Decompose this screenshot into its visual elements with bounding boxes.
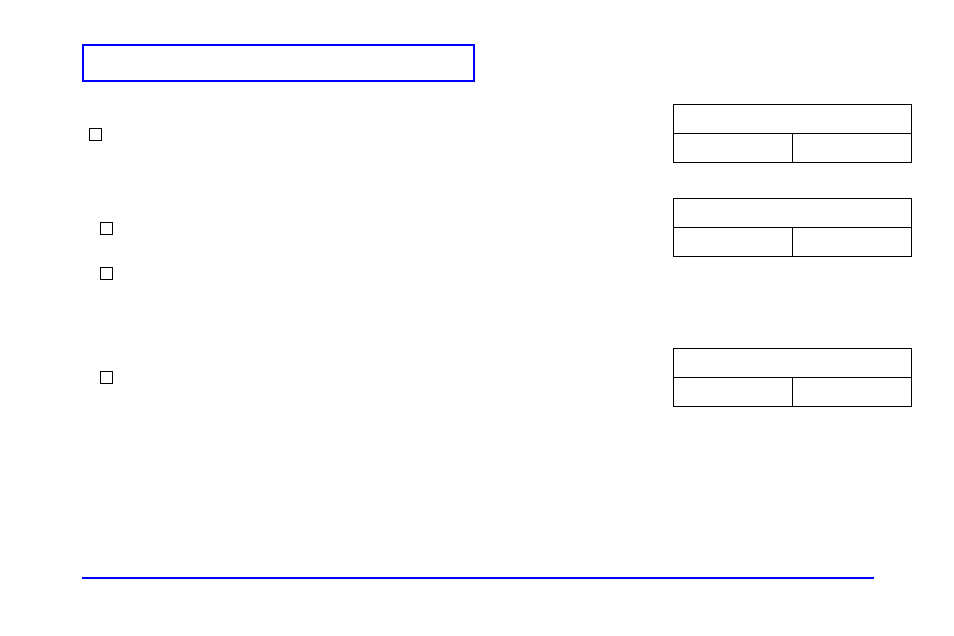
checkbox-2[interactable] — [100, 222, 113, 235]
table-2-cell-1 — [674, 228, 793, 257]
checkbox-4[interactable] — [100, 371, 113, 384]
table-1-header — [674, 105, 912, 134]
table-3-cell-1 — [674, 378, 793, 407]
table-2-cell-2 — [793, 228, 912, 257]
table-1-cell-1 — [674, 134, 793, 163]
table-2 — [673, 198, 912, 257]
table-1 — [673, 104, 912, 163]
table-1-cell-2 — [793, 134, 912, 163]
page-root — [0, 0, 954, 636]
table-3-header — [674, 349, 912, 378]
title-box — [82, 44, 475, 82]
checkbox-1[interactable] — [89, 128, 102, 141]
table-3-cell-2 — [793, 378, 912, 407]
table-2-header — [674, 199, 912, 228]
bottom-rule — [82, 577, 874, 579]
table-3 — [673, 348, 912, 407]
checkbox-3[interactable] — [100, 267, 113, 280]
